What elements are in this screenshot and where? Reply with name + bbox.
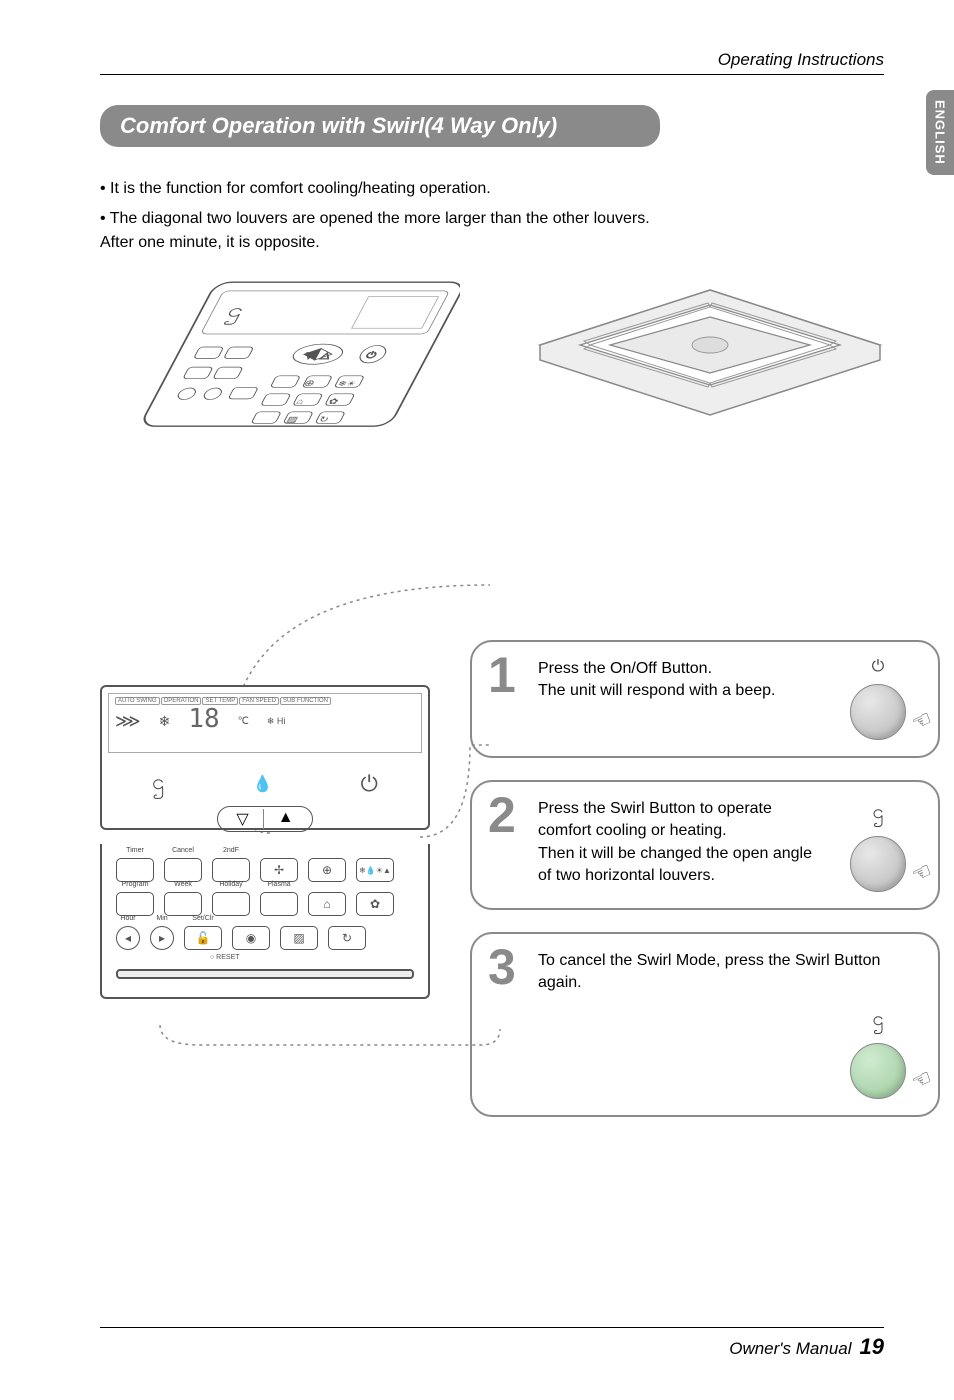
- step-1-box: 1 Press the On/Off Button. The unit will…: [470, 640, 940, 758]
- min-right-icon: ▸: [159, 931, 165, 945]
- grid-icon: ▨: [293, 931, 304, 945]
- min-button[interactable]: Min▸: [150, 926, 174, 950]
- power-symbol-icon: ⏻: [872, 658, 885, 676]
- step-1-number: 1: [488, 650, 516, 700]
- step-1-text: Press the On/Off Button. The unit will r…: [538, 658, 826, 703]
- setclr-button[interactable]: Set/Clr🔓: [184, 926, 222, 950]
- button-grid: Timer Cancel 2ndF ✢ ⊕ ❄💧☀▲ Program Week …: [100, 844, 430, 999]
- hour-button[interactable]: Hour◂: [116, 926, 140, 950]
- illustration-row: ဌ ▽ △ ⏻: [100, 275, 884, 465]
- swirl-cancel-press-illustration: [850, 1043, 906, 1099]
- flower-button[interactable]: ✿: [356, 892, 394, 916]
- cancel-button[interactable]: Cancel: [164, 858, 202, 882]
- bullet-2: • The diagonal two louvers are opened th…: [100, 207, 884, 255]
- title-bar: Comfort Operation with Swirl(4 Way Only): [100, 105, 660, 147]
- lcd-snow-icon: ❄: [159, 713, 171, 730]
- holiday-button[interactable]: Holiday: [212, 892, 250, 916]
- plasma-button[interactable]: Plasma: [260, 892, 298, 916]
- lcd-hi-indicator: ❄ Hi: [267, 716, 286, 727]
- fan-button[interactable]: ✢: [260, 858, 298, 882]
- flower-icon: ✿: [370, 897, 380, 911]
- target-button[interactable]: ◉: [232, 926, 270, 950]
- mode-icons: ❄💧☀▲: [359, 866, 391, 875]
- fan-icon: ✢: [274, 863, 284, 877]
- lcd-humid-icon: 💧: [252, 774, 272, 794]
- lcd-mode-labels: AUTO SWINGOPERATIONSET TEMPFAN SPEEDSUB …: [115, 697, 332, 704]
- lcd-swirl-icon: ဌ: [152, 767, 164, 800]
- bullet-list: • It is the function for comfort cooling…: [100, 177, 884, 255]
- refresh-button[interactable]: ↻: [328, 926, 366, 950]
- home-button[interactable]: ⌂: [308, 892, 346, 916]
- header-section: Operating Instructions: [718, 50, 884, 70]
- temp-down-icon: ▽: [236, 809, 248, 829]
- lcd-label-fanspeed: FAN SPEED: [239, 697, 279, 705]
- plus-icon: ⊕: [322, 863, 332, 877]
- header-rule: Operating Instructions: [100, 50, 884, 75]
- timer-button[interactable]: Timer: [116, 858, 154, 882]
- swirl-symbol-icon: ဌ: [872, 798, 883, 828]
- hand-cursor-icon: ☜: [908, 705, 937, 737]
- step-3-text: To cancel the Swirl Mode, press the Swir…: [538, 950, 918, 995]
- reset-label: ○ RESET: [210, 954, 414, 961]
- remote-front-panel: AUTO SWINGOPERATIONSET TEMPFAN SPEEDSUB …: [100, 685, 430, 999]
- temp-rocker[interactable]: ▽ ▲: [217, 806, 312, 832]
- language-tab-label: ENGLISH: [933, 100, 948, 165]
- refresh-icon: ↻: [342, 931, 352, 945]
- remote-isometric-illustration: ဌ ▽ △ ⏻: [100, 275, 460, 465]
- grid-button[interactable]: ▨: [280, 926, 318, 950]
- lock-icon: 🔓: [196, 931, 211, 945]
- mode-cycle-button[interactable]: ❄💧☀▲: [356, 858, 394, 882]
- lcd-screen: AUTO SWINGOPERATIONSET TEMPFAN SPEEDSUB …: [100, 685, 430, 830]
- remote-foot-bar: [116, 969, 414, 979]
- footer-page-number: 19: [860, 1334, 884, 1360]
- swirl-symbol-icon: ဌ: [872, 1005, 883, 1035]
- plus-button[interactable]: ⊕: [308, 858, 346, 882]
- week-button[interactable]: Week: [164, 892, 202, 916]
- step-2-number: 2: [488, 790, 516, 840]
- onoff-press-illustration: [850, 684, 906, 740]
- program-button[interactable]: Program: [116, 892, 154, 916]
- lcd-swing-icon: ⋙: [115, 711, 141, 732]
- temp-up-icon: ▲: [278, 809, 294, 829]
- lcd-label-subfunc: SUB FUNCTION: [280, 697, 331, 705]
- bullet-1: • It is the function for comfort cooling…: [100, 177, 884, 201]
- lcd-temp-unit: ℃: [238, 716, 249, 727]
- lcd-temp-value: 18: [188, 704, 219, 734]
- swirl-press-illustration: [850, 836, 906, 892]
- footer-label: Owner's Manual: [729, 1339, 851, 1359]
- target-icon: ◉: [246, 931, 256, 945]
- step-3-box: 3 To cancel the Swirl Mode, press the Sw…: [470, 932, 940, 1117]
- home-icon: ⌂: [323, 897, 330, 911]
- language-tab: ENGLISH: [926, 90, 954, 175]
- hour-left-icon: ◂: [125, 931, 131, 945]
- lcd-power-icon: ⏻: [361, 771, 378, 797]
- step-3-number: 3: [488, 942, 516, 992]
- hand-cursor-icon: ☜: [908, 857, 937, 889]
- hand-cursor-icon: ☜: [908, 1064, 937, 1096]
- step-2-box: 2 Press the Swirl Button to operate comf…: [470, 780, 940, 910]
- lcd-label-autoswing: AUTO SWING: [115, 697, 160, 705]
- secondf-button[interactable]: 2ndF: [212, 858, 250, 882]
- title-bar-text: Comfort Operation with Swirl(4 Way Only): [120, 113, 557, 138]
- step-2-text: Press the Swirl Button to operate comfor…: [538, 798, 826, 888]
- ceiling-unit-illustration: [520, 275, 900, 445]
- footer: Owner's Manual 19: [100, 1327, 884, 1360]
